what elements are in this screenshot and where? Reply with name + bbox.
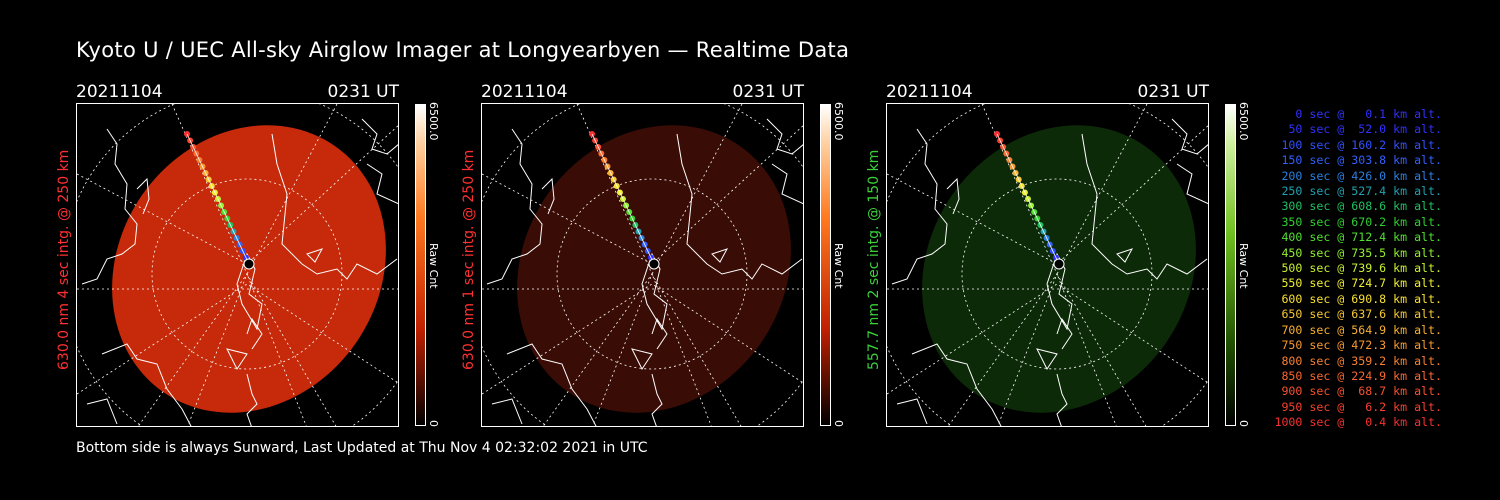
panel-time: 0231 UT: [1137, 82, 1210, 102]
legend-row: 50 sec @ 52.0 km alt.: [1288, 122, 1442, 137]
legend-row: 450 sec @ 735.5 km alt.: [1281, 245, 1442, 260]
colorbar: [1225, 104, 1236, 426]
colorbar-label: Raw Cnt: [427, 243, 440, 289]
allsky-image: [76, 103, 399, 427]
legend-row: 900 sec @ 68.7 km alt.: [1281, 384, 1442, 399]
legend-row: 750 sec @ 472.3 km alt.: [1281, 338, 1442, 353]
colorbar-min: 0: [832, 420, 845, 427]
airglow-ellipse: [922, 125, 1196, 413]
station-marker: [1053, 258, 1065, 270]
airglow-field: [922, 125, 1196, 413]
legend-row: 850 sec @ 224.9 km alt.: [1281, 368, 1442, 383]
legend-row: 0 sec @ 0.1 km alt.: [1295, 107, 1442, 121]
legend-row: 650 sec @ 637.6 km alt.: [1281, 307, 1442, 322]
colorbar-min: 0: [1237, 420, 1250, 427]
airglow-field: [112, 125, 386, 413]
legend-row: 200 sec @ 426.0 km alt.: [1281, 168, 1442, 183]
legend-row: 950 sec @ 6.2 km alt.: [1281, 399, 1442, 414]
legend-row: 100 sec @ 160.2 km alt.: [1281, 137, 1442, 152]
page-title: Kyoto U / UEC All-sky Airglow Imager at …: [76, 38, 850, 62]
footer-note: Bottom side is always Sunward, Last Upda…: [76, 440, 648, 456]
colorbar-label: Raw Cnt: [832, 243, 845, 289]
airglow-ellipse: [517, 125, 791, 413]
allsky-image: [481, 103, 804, 427]
legend-row: 300 sec @ 608.6 km alt.: [1281, 199, 1442, 214]
trajectory: [589, 131, 657, 267]
coastlines: [81, 118, 398, 426]
allsky-image: [886, 103, 1209, 427]
colorbar-max: 6500.0: [1237, 102, 1250, 141]
trajectory: [994, 131, 1062, 267]
panel-wavelength-label: 630.0 nm 1 sec intg. @ 250 km: [461, 149, 477, 370]
airglow-field: [517, 125, 791, 413]
legend-row: 350 sec @ 670.2 km alt.: [1281, 214, 1442, 229]
panel-time: 0231 UT: [327, 82, 400, 102]
legend-row: 800 sec @ 359.2 km alt.: [1281, 353, 1442, 368]
colorbar: [415, 104, 426, 426]
colorbar: [820, 104, 831, 426]
colorbar-max: 6500.0: [832, 102, 845, 141]
legend-row: 550 sec @ 724.7 km alt.: [1281, 276, 1442, 291]
legend-row: 250 sec @ 527.4 km alt.: [1281, 184, 1442, 199]
coastlines: [891, 118, 1208, 426]
panel-time: 0231 UT: [732, 82, 805, 102]
legend-row: 600 sec @ 690.8 km alt.: [1281, 291, 1442, 306]
station-marker: [243, 258, 255, 270]
coastlines: [486, 118, 803, 426]
legend-row: 150 sec @ 303.8 km alt.: [1281, 153, 1442, 168]
legend-row: 1000 sec @ 0.4 km alt.: [1274, 415, 1442, 430]
panel-wavelength-label: 630.0 nm 4 sec intg. @ 250 km: [56, 149, 72, 370]
panel-date: 20211104: [76, 82, 163, 102]
legend-row: 400 sec @ 712.4 km alt.: [1281, 230, 1442, 245]
station-marker: [648, 258, 660, 270]
panel-wavelength-label: 557.7 nm 2 sec intg. @ 150 km: [866, 149, 882, 370]
legend-row: 500 sec @ 739.6 km alt.: [1281, 261, 1442, 276]
trajectory-legend: 0 sec @ 0.1 km alt. 50 sec @ 52.0 km alt.…: [1262, 107, 1442, 431]
colorbar-label: Raw Cnt: [1237, 243, 1250, 289]
legend-row: 700 sec @ 564.9 km alt.: [1281, 322, 1442, 337]
colorbar-max: 6500.0: [427, 102, 440, 141]
colorbar-min: 0: [427, 420, 440, 427]
airglow-ellipse: [112, 125, 386, 413]
panel-date: 20211104: [481, 82, 568, 102]
panel-date: 20211104: [886, 82, 973, 102]
